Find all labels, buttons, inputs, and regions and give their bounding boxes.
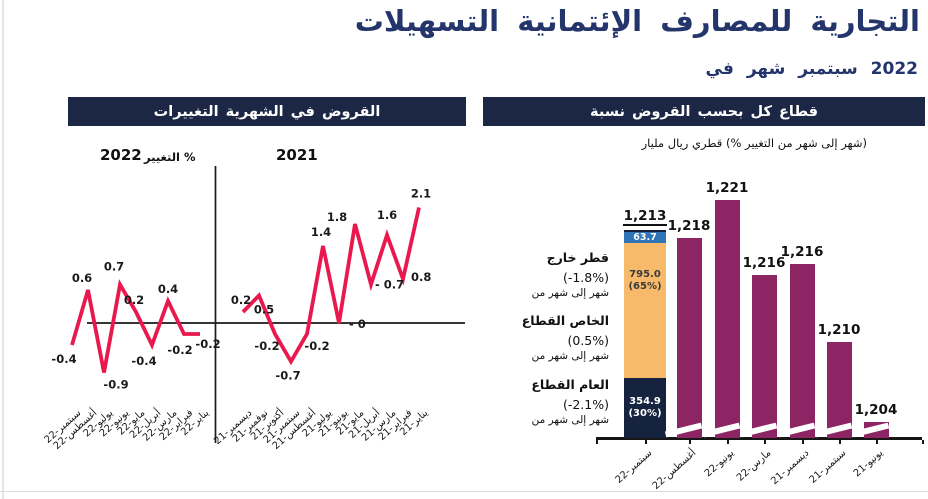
point-label: 2.1 [411,187,431,201]
point-label: 0.2 [231,293,251,307]
annotation-outside-qatar: خارج ‎قطر (-1.8%) من ‎شهر ‎إلى ‎شهر [489,250,609,299]
sector-name: القطاع ‎العام [531,377,609,392]
sector-change: (0.5%) [567,333,609,348]
slide-bottom-edge [0,491,928,492]
point-label: 1.4 [311,225,331,239]
left-panel-header: التغييرات ‎الشهرية ‎في ‎القروض [68,97,466,126]
sector-change: (-2.1%) [562,397,609,412]
point-label: -0.2 [167,343,192,357]
sector-note: من ‎شهر ‎إلى ‎شهر [531,414,609,426]
sector-change: (-1.8%) [562,270,609,285]
point-label: 0.8 [411,270,431,284]
point-label: 0.4 [158,282,178,296]
sector-name: القطاع ‎الخاص [521,313,609,328]
year-label-2022: 2022 [100,146,142,164]
right-panel-header: نسبة ‎القروض ‎بحسب ‎كل ‎قطاع [483,97,925,126]
sector-name: خارج ‎قطر [546,250,609,265]
point-label: 1.8 [327,210,347,224]
page-subtitle: في ‎شهر ‎سبتمبر ‎2022 [705,59,918,79]
point-label: -0.2 [304,339,329,353]
right-panel-subtitle: مليار ‎ريال ‎قطري ‎(% ‎التغيير ‎من ‎شهر … [641,136,867,150]
point-label: -0.2 [254,339,279,353]
change-percent-label: التغيير % [144,150,196,164]
point-label: 0.6 [72,271,92,285]
point-label: - 0.7 [375,278,404,292]
point-label: - 0 [349,317,366,331]
sector-note: من ‎شهر ‎إلى ‎شهر [531,287,609,299]
point-label: 1.6 [377,208,397,222]
annotation-public-sector: القطاع ‎العام (-2.1%) من ‎شهر ‎إلى ‎شهر [489,377,609,426]
sector-note: من ‎شهر ‎إلى ‎شهر [531,350,609,362]
point-label: 0.2 [124,293,144,307]
page-title: التسهيلات ‎الإئتمانية ‎للمصارف ‎التجارية [354,4,920,38]
point-label: 0.5 [254,303,274,317]
point-label: -0.2 [195,337,220,351]
point-label: -0.7 [275,369,300,383]
point-label: -0.4 [51,352,76,366]
line-series-2021 [241,207,421,366]
slide-left-edge [2,0,4,499]
point-label: -0.4 [131,354,156,368]
line-series-2022 [70,279,200,373]
year-label-2021: 2021 [276,146,318,164]
point-label: -0.9 [103,378,128,392]
point-label: 0.7 [104,260,124,274]
annotation-private-sector: القطاع ‎الخاص (0.5%) من ‎شهر ‎إلى ‎شهر [489,313,609,362]
